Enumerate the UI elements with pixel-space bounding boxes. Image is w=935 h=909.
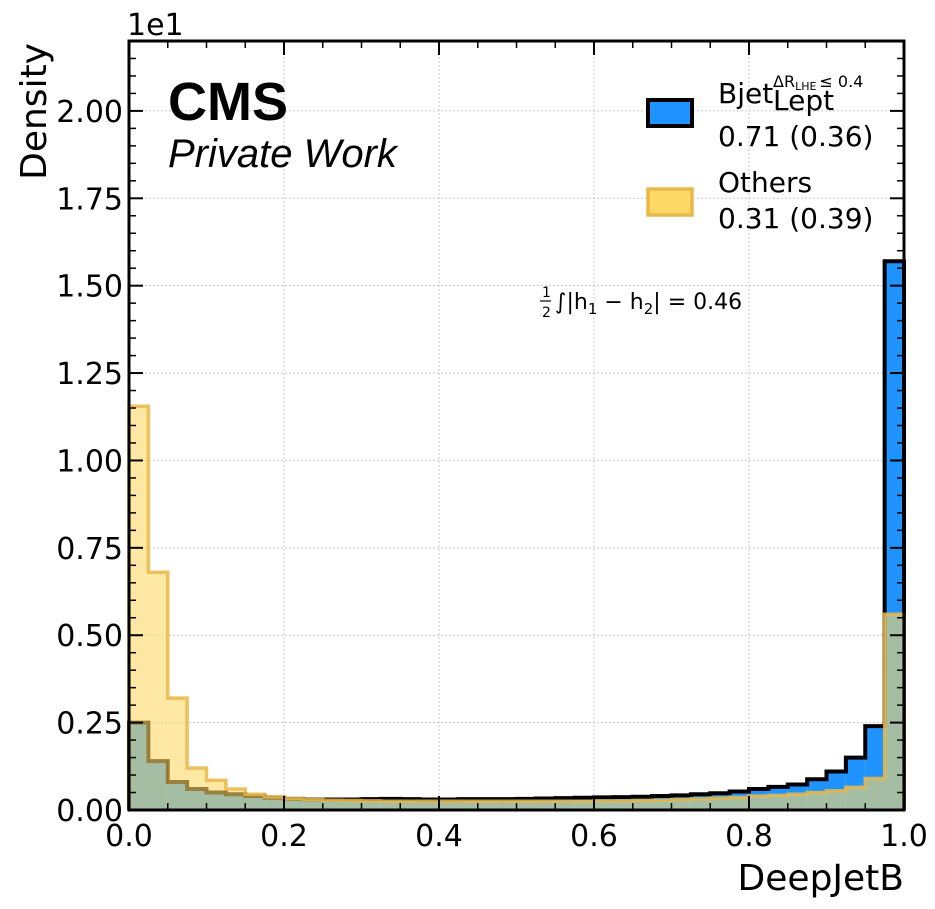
x-tick-labels: 0.0 0.2 0.4 0.6 0.8 1.0 [105, 819, 928, 854]
bar-others-7 [264, 796, 284, 810]
legend-bjet-sup-sub: LHE [795, 80, 816, 93]
legend-swatch-others [646, 187, 694, 217]
y-axis-title: Density [14, 43, 55, 180]
outline-bjet [127, 259, 906, 810]
annot-text-a: ∫|h [555, 290, 588, 315]
bar-others-10 [322, 800, 343, 810]
annot-frac-num: 1 [542, 285, 551, 301]
x-tick-label-4: 0.8 [725, 819, 773, 854]
bar-others-21 [535, 801, 556, 810]
cms-label: CMS [168, 72, 288, 132]
y-tick-label-4: 1.00 [56, 444, 123, 479]
y-exponent-label: 1e1 [127, 8, 184, 43]
bar-others-3 [187, 768, 207, 810]
legend-bjet-sup-main: ΔR [773, 72, 795, 91]
x-tick-label-2: 0.4 [415, 819, 463, 854]
bar-others-6 [245, 794, 265, 810]
bar-others-29 [690, 798, 711, 810]
series-bjet-histogram [127, 259, 906, 810]
y-tick-label-3: 0.75 [56, 532, 123, 567]
bar-others-31 [729, 797, 749, 810]
bar-others-14 [400, 801, 420, 810]
bar-others-8 [284, 798, 304, 810]
y-tick-label-0: 0.00 [56, 794, 123, 829]
legend-bjet-sup-tail: ≤ 0.4 [819, 72, 863, 91]
outline-others [127, 404, 906, 810]
bar-others-32 [749, 796, 769, 810]
x-tick-label-3: 0.6 [570, 819, 618, 854]
y-tick-label-2: 0.50 [56, 619, 123, 654]
x-axis-title: DeepJetB [738, 858, 904, 899]
bar-others-12 [361, 800, 381, 810]
bar-others-33 [768, 795, 788, 810]
bar-others-19 [497, 801, 517, 810]
x-tick-label-0: 0.0 [105, 819, 153, 854]
legend-swatch-bjet [646, 98, 694, 128]
bar-others-0 [129, 406, 149, 810]
overlap-annotation: 1 2 ∫|h1 − h2| = 0.46 [540, 285, 742, 321]
legend: Bjet ΔRLHE ≤ 0.4 Lept 0.71 (0.36) Others … [646, 72, 873, 235]
bar-others-26 [632, 800, 653, 810]
bar-others-24 [594, 800, 614, 810]
legend-stats-others: 0.31 (0.39) [718, 202, 873, 235]
plot-frame [127, 39, 906, 812]
bar-others-27 [652, 800, 672, 810]
bar-others-20 [516, 801, 536, 810]
annot-text-c: | = 0.46 [653, 290, 742, 315]
bar-others-18 [477, 801, 498, 810]
bar-others-39 [884, 614, 904, 810]
bar-others-22 [555, 801, 575, 810]
annot-sub1: 1 [588, 300, 598, 318]
bar-others-9 [303, 799, 323, 810]
bar-others-37 [845, 787, 866, 810]
bar-others-30 [710, 798, 730, 810]
annot-text-b: − h [597, 290, 643, 315]
legend-bjet-sup: ΔRLHE ≤ 0.4 [773, 72, 863, 93]
bar-others-2 [167, 698, 188, 810]
bar-others-16 [439, 801, 459, 810]
bar-others-11 [342, 800, 362, 810]
y-tick-label-1: 0.25 [56, 707, 123, 742]
bar-others-13 [380, 801, 401, 810]
x-tick-label-5: 1.0 [880, 819, 928, 854]
bar-others-28 [671, 799, 691, 810]
y-tick-label-8: 2.00 [56, 95, 123, 130]
x-tick-label-1: 0.2 [260, 819, 308, 854]
annot-expression: ∫|h1 − h2| = 0.46 [555, 290, 742, 318]
legend-bjet-main: Bjet [718, 77, 773, 110]
legend-bjet-sub: Lept [773, 84, 834, 117]
annot-sub2: 2 [644, 300, 654, 318]
bar-others-1 [148, 572, 168, 810]
bar-others-38 [865, 778, 885, 810]
series-others-histogram [127, 404, 906, 810]
bar-others-25 [613, 800, 633, 810]
legend-label-bjet: Bjet [718, 77, 773, 110]
y-tick-labels: 0.00 0.25 0.50 0.75 1.00 1.25 1.50 1.75 2.00 [56, 95, 123, 829]
legend-label-others: Others [718, 166, 812, 199]
grid-lines [129, 41, 904, 810]
bar-others-17 [458, 801, 478, 810]
annot-frac-den: 2 [542, 305, 551, 321]
bar-others-15 [419, 801, 439, 810]
bar-others-23 [574, 801, 594, 810]
bar-others-36 [826, 790, 846, 810]
y-tick-label-5: 1.25 [56, 357, 123, 392]
bar-others-34 [787, 794, 808, 810]
bar-others-35 [807, 792, 827, 810]
y-tick-label-7: 1.75 [56, 182, 123, 217]
bar-others-5 [225, 789, 246, 810]
y-tick-label-6: 1.50 [56, 270, 123, 305]
bar-others-4 [206, 780, 226, 810]
private-work-label: Private Work [168, 132, 399, 176]
legend-stats-bjet: 0.71 (0.36) [718, 120, 873, 153]
